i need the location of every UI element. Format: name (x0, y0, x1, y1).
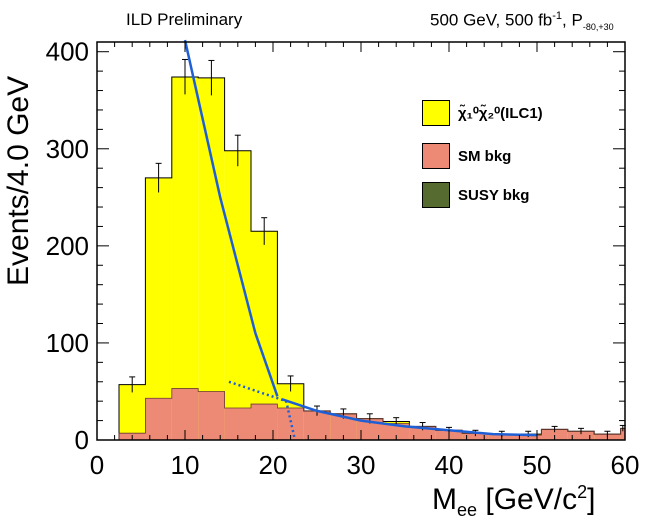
y-tick-label: 100 (46, 328, 89, 358)
legend-swatch-susy-bkg (422, 182, 450, 208)
fit-curves (183, 39, 538, 441)
header-left: ILD Preliminary (126, 10, 243, 29)
x-axis-label-close: ] (587, 483, 596, 516)
axis-ticks (96, 42, 626, 441)
signal-stack-bars (119, 76, 625, 440)
legend-swatch-sm-bkg (422, 143, 450, 169)
header-right-main: 500 GeV, 500 fb (430, 10, 553, 30)
x-tick-label: 50 (523, 450, 552, 480)
sm-bkg-bar (277, 407, 304, 440)
y-tick-label: 300 (46, 134, 89, 164)
signal-bar (145, 177, 172, 440)
fit-background-curve (281, 398, 538, 437)
legend-entry-sm-bkg: SM bkg (422, 143, 511, 169)
legend-label-signal-tail: (ILC1) (500, 104, 543, 122)
x-axis-label-main: M (432, 483, 457, 516)
x-tick-label: 20 (259, 450, 288, 480)
sm-bkg-bar (224, 407, 251, 440)
y-tick-label: 400 (46, 37, 89, 67)
x-tick-label: 60 (611, 450, 640, 480)
sm-bkg-bar (198, 391, 225, 440)
x-axis-label-exp: 2 (577, 482, 588, 502)
signal-bar (198, 77, 225, 440)
sm-bkg-bar (462, 433, 489, 440)
tick-labels: 0 10 20 30 40 50 60 0 100 200 300 400 (46, 37, 640, 480)
y-tick-label: 0 (75, 425, 89, 455)
sm-bkg-outline (118, 388, 626, 440)
sm-bkg-bar (515, 435, 542, 440)
header-right-sub: -80,+30 (582, 22, 614, 33)
legend-label-susy-bkg: SUSY bkg (458, 186, 530, 204)
x-axis-label-sub: ee (457, 500, 478, 520)
fit-signal-curve (183, 39, 279, 397)
sm-bkg-bar (356, 418, 383, 440)
sm-bkg-bar (620, 428, 625, 440)
legend-label-sm-bkg: SM bkg (458, 147, 512, 165)
legend-label-signal: χ̃₁⁰χ̃₂⁰ (458, 105, 501, 122)
x-axis-label: Mee [GeV/c2] (432, 482, 595, 521)
x-tick-label: 30 (347, 450, 376, 480)
sm-bkg-bar (383, 423, 410, 440)
header-right-mid: , P (562, 10, 583, 30)
x-tick-label: 10 (171, 450, 200, 480)
y-axis-label: Events/4.0 GeV (2, 75, 35, 286)
sm-bkg-bar (541, 429, 568, 440)
sm-bkg-bar (145, 398, 172, 440)
y-tick-label: 200 (46, 231, 89, 261)
histogram-outline (118, 76, 626, 440)
sm-bkg-bar (409, 426, 436, 440)
legend-entry-signal: χ̃₁⁰χ̃₂⁰ (ILC1) (422, 100, 543, 126)
header-right: 500 GeV, 500 fb-1, P-80,+30 (430, 10, 614, 32)
x-tick-label: 40 (435, 450, 464, 480)
header-right-exp: -1 (552, 10, 563, 22)
x-tick-label: 0 (90, 450, 104, 480)
legend-entry-susy-bkg: SUSY bkg (422, 182, 529, 208)
sm-bkg-bar (567, 431, 595, 440)
x-axis-label-unit: [GeV/c (477, 483, 578, 516)
signal-bar (119, 384, 146, 440)
signal-bar (171, 76, 199, 440)
legend-swatch-signal (422, 100, 450, 126)
signal-bar (224, 150, 251, 440)
